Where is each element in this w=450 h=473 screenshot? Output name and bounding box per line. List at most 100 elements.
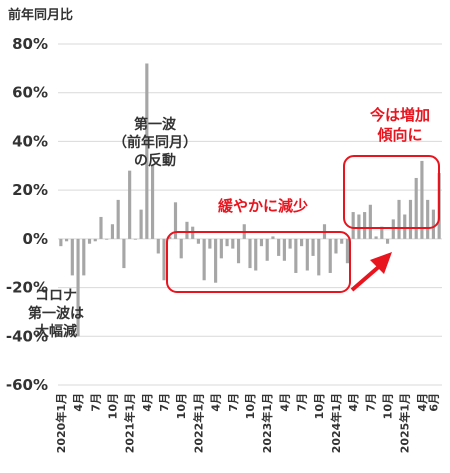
x-tick-label: 10月: [313, 393, 326, 419]
bar: [426, 199, 430, 239]
x-tick-label: 2022年1月: [191, 393, 205, 453]
annotation-covid-line2: 第一波は: [28, 305, 84, 322]
y-tick-label: -20%: [6, 279, 48, 297]
bar: [282, 238, 286, 261]
bar: [70, 238, 74, 276]
y-tick-label: 80%: [12, 35, 48, 53]
bar: [105, 238, 109, 240]
x-axis-ticks: 2020年1月 4月 7月 10月 2021年1月 4月 7月 10月 2022年1月 4月 7月 1…: [54, 393, 441, 453]
annotation-covid-line1: コロナ: [35, 288, 77, 304]
x-tick-label: 2020年1月: [54, 393, 68, 453]
bar: [59, 238, 63, 247]
bar: [128, 170, 132, 239]
bar: [380, 226, 384, 239]
bar: [139, 209, 143, 239]
bar: [259, 238, 264, 247]
bar: [431, 209, 435, 239]
bar: [311, 238, 315, 256]
annotation-rebound-line2: （前年同月）: [113, 134, 197, 151]
bar: [265, 238, 269, 261]
bar: [185, 221, 189, 239]
y-tick-label: 0%: [23, 230, 48, 248]
bar: [196, 238, 200, 244]
y-tick-label: 40%: [12, 132, 48, 150]
bar: [82, 238, 86, 276]
x-tick-label: 10月: [106, 393, 119, 419]
trend-arrow-head: [370, 252, 392, 274]
bar: [133, 238, 137, 240]
bar: [328, 238, 332, 273]
annotation-increase: 今は増加 傾向に: [343, 106, 440, 292]
bar: [93, 238, 97, 242]
bar: [254, 238, 258, 271]
bar: [150, 165, 155, 239]
bar: [363, 212, 367, 239]
x-tick-label: 2021年1月: [123, 393, 137, 453]
x-tick-label: 4月: [141, 393, 154, 412]
bar: [162, 238, 166, 281]
bar: [288, 238, 292, 249]
bar: [99, 216, 103, 239]
trend-arrow-shaft: [350, 262, 384, 292]
y-tick-label: 20%: [12, 181, 48, 199]
x-tick-label: 4月: [210, 393, 223, 412]
bar: [116, 199, 120, 239]
y-tick-label: -60%: [6, 376, 48, 394]
bar: [305, 238, 309, 271]
bar: [76, 238, 80, 337]
x-tick-label: 6月: [427, 393, 440, 412]
gridlines: [58, 43, 442, 386]
bar: [87, 238, 92, 244]
bar: [368, 204, 372, 239]
x-tick-label: 2023年1月: [260, 393, 274, 453]
x-tick-label: 7月: [158, 393, 171, 412]
bar: [408, 199, 413, 239]
bar: [214, 238, 218, 283]
bar: [179, 238, 183, 259]
bar: [173, 202, 178, 239]
x-tick-label: 7月: [296, 393, 309, 412]
x-tick-label: 4月: [278, 393, 291, 412]
bar: [385, 238, 390, 244]
bar: [225, 238, 229, 247]
x-tick-label: 4月: [72, 393, 85, 412]
bar: [110, 224, 115, 239]
bar: [300, 238, 304, 247]
bar: [168, 236, 172, 239]
bar: [340, 238, 344, 244]
bar: [231, 238, 235, 249]
y-axis-title: 前年同月比: [8, 7, 73, 23]
x-tick-label: 7月: [227, 393, 240, 412]
annotation-covid-line3: 大幅減: [35, 323, 77, 340]
bar: [374, 236, 378, 239]
bar: [208, 238, 212, 249]
x-tick-label: 7月: [89, 393, 102, 412]
y-tick-label: -40%: [6, 327, 48, 345]
bar: [357, 214, 361, 239]
bar: [65, 238, 69, 242]
annotation-rebound-line1: 第一波: [134, 116, 177, 133]
bar: [271, 236, 275, 239]
decrease-highlight-box: [166, 231, 351, 293]
y-tick-label: 60%: [12, 84, 48, 102]
annotation-rebound: 第一波 （前年同月） の反動: [113, 116, 197, 169]
bar: [351, 212, 355, 239]
increase-highlight-box: [343, 155, 440, 229]
bar: [294, 238, 298, 273]
bar: [345, 238, 350, 264]
x-tick-label: 4月: [347, 393, 360, 412]
bar: [236, 238, 241, 264]
bar: [277, 238, 281, 256]
bar: [219, 238, 223, 259]
x-tick-label: 2025年1月: [398, 393, 412, 453]
x-tick-label: 10月: [382, 393, 395, 419]
bar: [317, 238, 321, 276]
x-tick-label: 7月: [364, 393, 377, 412]
bar: [420, 160, 424, 239]
bar: [202, 238, 206, 281]
annotation-gradual-decrease: 緩やかに減少: [166, 197, 351, 293]
x-tick-label: 10月: [175, 393, 188, 419]
bar: [145, 63, 149, 239]
x-tick-label: 4月: [416, 393, 429, 412]
